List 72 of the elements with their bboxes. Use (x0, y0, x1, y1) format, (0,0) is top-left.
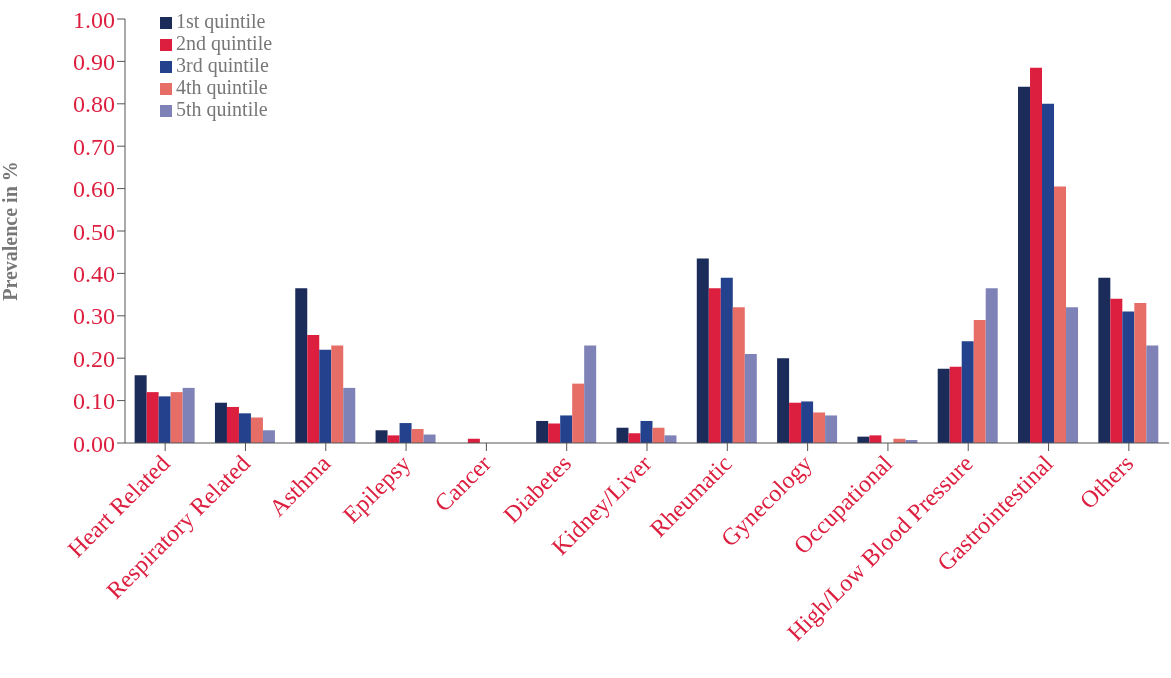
bar (869, 435, 882, 443)
bar (560, 415, 573, 443)
bar (1110, 298, 1123, 443)
y-tick-label: 0.70 (73, 133, 115, 160)
y-tick-label: 0.40 (73, 260, 115, 287)
bar (949, 366, 962, 443)
bar (628, 433, 641, 443)
bar (158, 396, 171, 443)
y-tick-label: 0.20 (73, 345, 115, 372)
bar (411, 429, 424, 443)
bar (937, 368, 950, 443)
bar (1098, 277, 1111, 443)
legend-label: 2nd quintile (176, 32, 273, 54)
legend-label: 5th quintile (176, 98, 268, 120)
y-tick-label: 0.90 (73, 48, 115, 75)
legend-label: 3rd quintile (176, 54, 269, 76)
bar (1122, 311, 1135, 443)
bar (789, 402, 802, 443)
bar (961, 341, 974, 443)
bar (1146, 345, 1159, 443)
bar (1054, 186, 1067, 443)
bar (825, 415, 838, 443)
bar (732, 307, 745, 443)
bar (572, 383, 585, 443)
legend-label: 1st quintile (176, 10, 266, 32)
bar (170, 392, 183, 443)
bar (973, 320, 986, 443)
legend-label: 4th quintile (176, 76, 268, 98)
y-axis-title: Prevalence in % (0, 161, 22, 301)
bar (146, 392, 159, 443)
bar (548, 423, 561, 443)
bar (295, 288, 308, 443)
bar (262, 430, 275, 443)
bar (134, 375, 147, 443)
y-tick-label: 0.80 (73, 91, 115, 118)
bar (214, 402, 227, 443)
bar (182, 387, 195, 443)
bar (319, 349, 332, 443)
bar (399, 423, 412, 443)
bar (801, 401, 814, 443)
bar (1042, 103, 1055, 443)
bar (652, 427, 665, 443)
bar (1066, 307, 1079, 443)
bar (744, 353, 757, 443)
bar (616, 427, 629, 443)
bar (985, 288, 998, 443)
bar (1018, 86, 1031, 443)
bar (250, 417, 263, 443)
bar (813, 412, 826, 443)
y-tick-label: 0.60 (73, 176, 115, 203)
bar (640, 420, 653, 443)
bar (238, 413, 251, 443)
y-tick-label: 0.50 (73, 218, 115, 245)
bar (226, 406, 239, 443)
bar (331, 345, 344, 443)
bar (777, 358, 790, 443)
y-tick-label: 0.10 (73, 388, 115, 415)
bar (696, 258, 709, 443)
bar (307, 334, 320, 443)
bar (584, 345, 597, 443)
y-tick-label: 0.30 (73, 303, 115, 330)
bar (720, 277, 733, 443)
bar (708, 288, 721, 443)
bar (536, 420, 549, 443)
bar (387, 435, 400, 443)
bar (1134, 303, 1147, 443)
bar (664, 435, 677, 443)
y-tick-label: 0.00 (73, 430, 115, 457)
bar (343, 387, 356, 443)
bar (375, 430, 388, 443)
bar (1030, 67, 1043, 443)
y-tick-label: 1.00 (73, 6, 115, 33)
